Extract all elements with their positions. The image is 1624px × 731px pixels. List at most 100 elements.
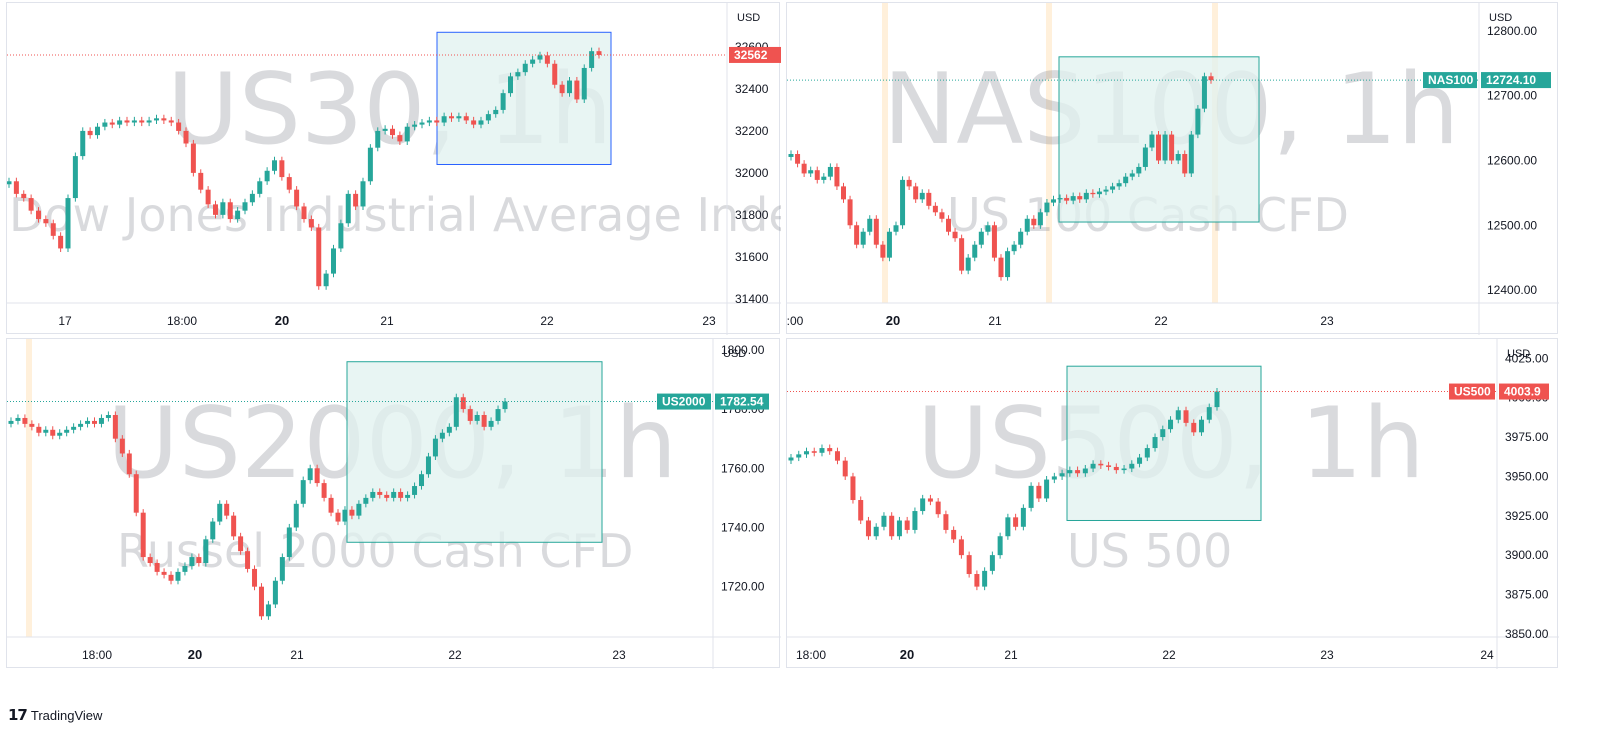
candle-body: [460, 397, 466, 410]
candle: [1005, 247, 1011, 281]
footer-brand[interactable]: TradingView: [30, 707, 103, 723]
candle-body: [811, 451, 817, 453]
price-unit-label: USD: [737, 12, 760, 24]
candle: [796, 450, 802, 462]
symbol-tag[interactable]: [1423, 72, 1477, 89]
candle: [850, 472, 856, 504]
candle: [493, 106, 499, 118]
candle-body: [412, 486, 418, 495]
last-price-tag[interactable]: [1499, 383, 1549, 400]
candle: [1037, 208, 1043, 229]
candle-body: [946, 218, 951, 232]
candle: [377, 488, 383, 499]
candle: [935, 498, 941, 518]
candle-body: [405, 494, 411, 498]
candle-body: [1123, 176, 1129, 184]
candle-body: [463, 116, 469, 121]
x-tick-label: 23: [702, 314, 716, 328]
x-tick-label: :00: [787, 314, 804, 328]
symbol-tag-label: NAS100: [1428, 73, 1474, 87]
watermark-subtitle: Dow Jones Industrial Average Index: [9, 188, 781, 242]
last-price-tag[interactable]: [1481, 72, 1551, 89]
candle-body: [338, 223, 344, 249]
candle-body: [788, 154, 794, 157]
candle: [873, 523, 879, 540]
candle: [356, 500, 362, 520]
candle-body: [997, 536, 1003, 556]
candle: [1044, 199, 1050, 216]
y-tick-label: 1740.00: [721, 520, 765, 534]
candle-body: [896, 520, 902, 537]
candle: [112, 411, 118, 443]
candle-body: [1136, 166, 1142, 174]
candle: [412, 482, 418, 499]
candle: [939, 208, 945, 223]
candle-body: [530, 59, 536, 64]
symbol-tag[interactable]: [1449, 383, 1495, 400]
last-price-tag[interactable]: [715, 393, 769, 410]
highlight-box[interactable]: [346, 361, 603, 543]
candle-body: [224, 503, 230, 516]
candle-body: [95, 126, 100, 136]
candle: [886, 228, 892, 262]
candle-body: [943, 514, 949, 530]
y-tick-label: 1720.00: [721, 580, 765, 594]
candle-body: [1051, 476, 1057, 480]
candle-body: [1175, 410, 1181, 420]
price-unit-label: USD: [723, 348, 746, 360]
candle-body: [176, 122, 182, 131]
candle-body: [342, 509, 348, 522]
candle: [168, 116, 174, 127]
candle-body: [873, 526, 879, 537]
candle: [405, 491, 411, 502]
candle: [367, 144, 373, 185]
candle-body: [974, 574, 980, 587]
candle-body: [57, 432, 63, 436]
candle-body: [481, 415, 487, 427]
candle-body: [80, 130, 86, 157]
candle: [1208, 72, 1214, 84]
candle-body: [412, 124, 418, 127]
chart-panel-us30[interactable]: US30, 1h Dow Jones Industrial Average Ind…: [6, 2, 781, 335]
candle: [131, 116, 137, 127]
candle: [147, 553, 153, 567]
candle-body: [117, 120, 123, 125]
candle: [873, 215, 879, 249]
candle-body: [397, 135, 403, 142]
candle: [398, 488, 404, 502]
candle-body: [1005, 517, 1011, 537]
candle-body: [912, 511, 918, 530]
candle-body: [72, 156, 78, 199]
symbol-tag-label: US2000: [662, 395, 706, 409]
candle-body: [432, 438, 438, 457]
candle: [1018, 228, 1024, 249]
candle: [1011, 241, 1017, 255]
candle-body: [217, 503, 223, 522]
chart-panel-us2000[interactable]: US2000, 1h Russel 2000 Cash CFD 1720.00 174…: [6, 338, 781, 669]
highlight-box[interactable]: [1066, 365, 1262, 521]
candle: [889, 512, 895, 540]
candle: [265, 600, 271, 620]
tradingview-logo-icon[interactable]: 17: [8, 706, 28, 724]
candle-body: [308, 219, 314, 228]
candle: [927, 494, 933, 506]
candle: [217, 500, 223, 526]
candle: [117, 116, 123, 129]
candle: [65, 194, 71, 253]
candle: [425, 452, 431, 478]
y-tick-label: 12500.00: [1487, 218, 1537, 232]
candle: [1175, 406, 1181, 424]
candle-body: [356, 503, 362, 516]
symbol-tag[interactable]: [657, 393, 711, 410]
candle-body: [1082, 468, 1088, 474]
candle: [375, 127, 381, 152]
last-price-tag[interactable]: [729, 46, 781, 63]
candle: [345, 190, 351, 227]
candle-body: [972, 244, 978, 258]
